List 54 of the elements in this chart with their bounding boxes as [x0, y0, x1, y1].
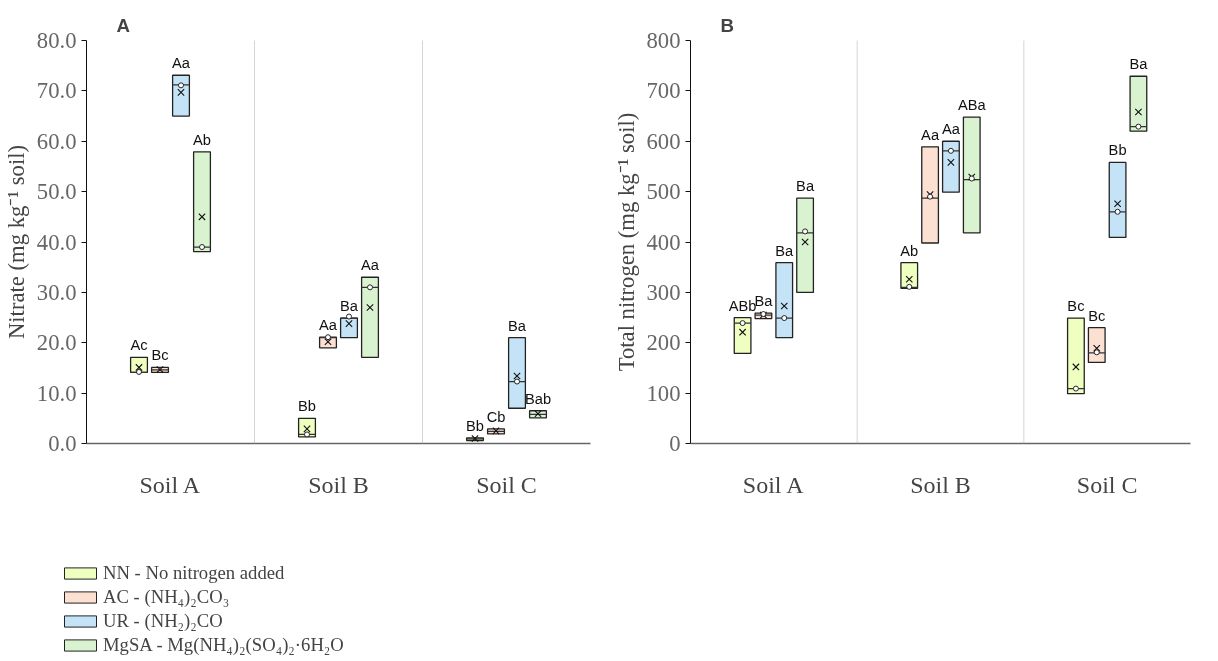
y-tick-label: 70.0	[36, 78, 77, 104]
text: Bc	[1088, 307, 1106, 324]
x-tick-label: Soil B	[308, 471, 369, 498]
legend-label: UR - (NH₂)₂CO	[103, 610, 223, 632]
y-tick-label: 500	[646, 179, 681, 205]
y-axis-title: Nitrate (mg kg⁻¹ soil)	[3, 144, 29, 340]
y-tick-label: 200	[646, 330, 681, 356]
text: Ab	[193, 131, 211, 148]
y-tick-label: 0.0	[48, 431, 77, 456]
text: ABa	[957, 97, 986, 114]
legend-label: MgSA - Mg(NH₄)₂(SO₄)₂·6H₂O	[103, 634, 344, 656]
text: Ac	[130, 337, 148, 354]
y-tick-label: 10.0	[36, 380, 77, 406]
y-tick-label: 0	[669, 431, 681, 456]
text: Bb	[298, 398, 316, 415]
chart-title: A	[116, 14, 130, 36]
x-tick-label: Soil B	[910, 471, 971, 498]
text: Ba	[775, 242, 794, 259]
y-tick-label: 60.0	[36, 128, 77, 154]
y-tick-label: 600	[646, 128, 681, 154]
text: Bb	[466, 417, 484, 434]
y-tick-label: 30.0	[36, 279, 77, 305]
legend-label: AC - (NH₄)₂CO₃	[103, 586, 230, 608]
text: Cb	[486, 408, 506, 425]
y-axis-title: Total nitrogen (mg kg⁻¹ soil)	[613, 112, 639, 372]
text: Aa	[319, 317, 337, 334]
text: Bab	[524, 390, 552, 407]
text: Ba	[340, 298, 358, 315]
y-tick-label: 80.0	[36, 28, 77, 53]
x-tick-label: Soil A	[139, 471, 201, 498]
x-tick-label: Soil C	[1076, 471, 1138, 498]
y-tick-label: 700	[646, 78, 681, 104]
x-tick-label: Soil C	[476, 471, 537, 498]
text: Aa	[941, 121, 960, 138]
y-tick-label: 40.0	[36, 229, 77, 255]
y-tick-label: 20.0	[36, 330, 77, 356]
text: Ba	[1129, 56, 1148, 73]
text: Bb	[1108, 142, 1127, 159]
legend-label: NN - No nitrogen added	[103, 562, 285, 584]
text: Ba	[796, 178, 815, 195]
text: Aa	[361, 257, 379, 274]
text: Ab	[900, 242, 919, 259]
text: Bc	[1067, 298, 1085, 315]
y-tick-label: 800	[646, 28, 681, 53]
text: Ba	[508, 317, 526, 334]
y-tick-label: 300	[646, 279, 681, 305]
y-tick-label: 400	[646, 229, 681, 255]
x-tick-label: Soil A	[742, 471, 805, 498]
text: Bc	[151, 347, 169, 364]
text: Aa	[172, 55, 190, 72]
y-tick-label: 50.0	[36, 179, 77, 205]
chart-title: B	[720, 14, 734, 36]
y-tick-label: 100	[646, 380, 681, 406]
text: Aa	[921, 126, 940, 143]
